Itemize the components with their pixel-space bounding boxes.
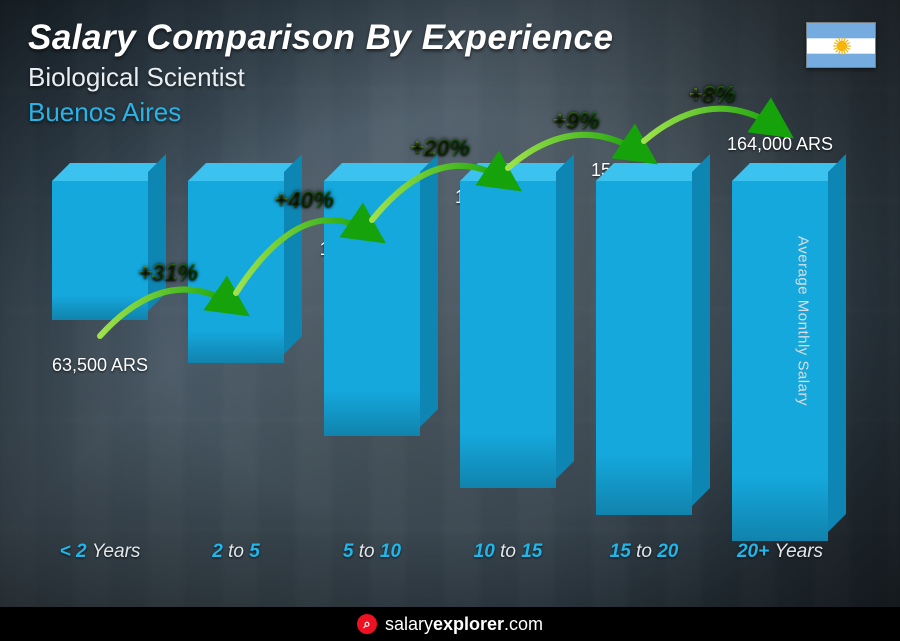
- category-label: 15 to 20: [576, 541, 712, 569]
- category-label: < 2 Years: [32, 541, 168, 569]
- bar-slot: 63,500 ARS: [32, 181, 168, 541]
- brand-text-suffix: .com: [504, 614, 543, 634]
- brand-text-pre: salary: [385, 614, 433, 634]
- infographic-stage: Salary Comparison By Experience Biologic…: [0, 0, 900, 641]
- salary-bar-chart: 63,500 ARS82,900 ARS116,000 ARS140,000 A…: [32, 150, 848, 569]
- bar-slot: 152,000 ARS: [576, 181, 712, 541]
- bar-side-face: [148, 154, 166, 311]
- bar-front-face: [732, 181, 828, 541]
- page-title: Salary Comparison By Experience: [28, 18, 613, 58]
- bar-slot: 140,000 ARS: [440, 181, 576, 541]
- bar-value-label: 164,000 ARS: [712, 134, 848, 155]
- category-label: 2 to 5: [168, 541, 304, 569]
- bar: [460, 181, 556, 488]
- bar-value-label: 63,500 ARS: [32, 355, 168, 376]
- bar-side-face: [828, 154, 846, 532]
- bar-side-face: [420, 154, 438, 427]
- bar-container: 63,500 ARS82,900 ARS116,000 ARS140,000 A…: [32, 181, 848, 541]
- category-label: 10 to 15: [440, 541, 576, 569]
- header-block: Salary Comparison By Experience Biologic…: [28, 18, 613, 128]
- bar: [732, 181, 828, 541]
- bar: [188, 181, 284, 363]
- bar-slot: 116,000 ARS: [304, 181, 440, 541]
- bar: [52, 181, 148, 320]
- bar-slot: 164,000 ARS: [712, 181, 848, 541]
- bar-front-face: [188, 181, 284, 363]
- bar-side-face: [556, 154, 574, 479]
- category-axis: < 2 Years2 to 55 to 1010 to 1515 to 2020…: [32, 541, 848, 569]
- subtitle-location: Buenos Aires: [28, 97, 613, 128]
- bar-front-face: [324, 181, 420, 436]
- bar-side-face: [692, 154, 710, 506]
- footer-bar: ⌕ salaryexplorer.com: [0, 607, 900, 641]
- subtitle-occupation: Biological Scientist: [28, 62, 613, 93]
- bar: [596, 181, 692, 515]
- brand-text-bold: explorer: [433, 614, 504, 634]
- brand-name: salaryexplorer.com: [385, 614, 543, 635]
- brand-logo-icon: ⌕: [357, 614, 377, 634]
- bar-side-face: [284, 154, 302, 354]
- y-axis-label: Average Monthly Salary: [795, 236, 812, 406]
- bar: [324, 181, 420, 436]
- footer-brand: ⌕ salaryexplorer.com: [0, 607, 900, 641]
- country-flag-icon: [806, 22, 876, 68]
- bar-slot: 82,900 ARS: [168, 181, 304, 541]
- bar-front-face: [52, 181, 148, 320]
- category-label: 20+ Years: [712, 541, 848, 569]
- category-label: 5 to 10: [304, 541, 440, 569]
- bar-front-face: [596, 181, 692, 515]
- bar-front-face: [460, 181, 556, 488]
